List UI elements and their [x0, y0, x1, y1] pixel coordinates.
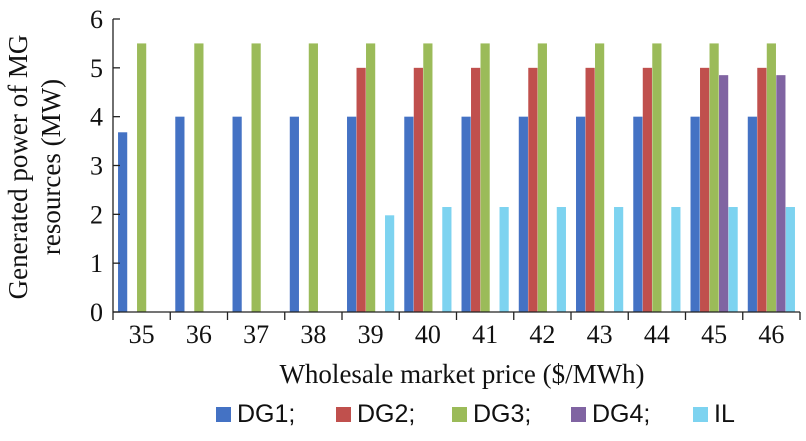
- bar-dg3-42: [537, 43, 547, 313]
- x-tick-label-40: 40: [415, 320, 441, 349]
- y-tick-label-1: 1: [90, 249, 103, 278]
- bar-dg2-39: [356, 67, 366, 312]
- bar-dg3-40: [423, 43, 433, 313]
- bar-dg1-43: [576, 116, 586, 312]
- x-tick-label-45: 45: [701, 320, 727, 349]
- bar-dg1-45: [690, 116, 700, 312]
- bar-dg2-45: [700, 67, 710, 312]
- x-tick-label-43: 43: [587, 320, 613, 349]
- bar-dg3-46: [766, 43, 776, 313]
- bar-dg3-41: [480, 43, 490, 313]
- bar-il-45: [728, 207, 738, 312]
- legend-swatch-dg4: [571, 407, 586, 422]
- x-tick-label-36: 36: [186, 320, 212, 349]
- bar-dg1-39: [347, 116, 357, 312]
- bars-group: [118, 43, 795, 313]
- bar-dg3-44: [652, 43, 662, 313]
- bar-dg3-38: [308, 43, 318, 313]
- y-axis-title-line-1: Generated power of MG: [3, 35, 33, 300]
- bar-dg2-43: [585, 67, 595, 312]
- bar-dg1-44: [633, 116, 643, 312]
- x-tick-label-41: 41: [472, 320, 498, 349]
- bar-dg3-37: [251, 43, 261, 313]
- y-axis-title-line-2: resources (MW): [36, 79, 66, 255]
- x-tick-label-37: 37: [243, 320, 269, 349]
- x-tick-label-42: 42: [529, 320, 555, 349]
- bar-dg2-44: [642, 67, 652, 312]
- bar-dg1-37: [232, 116, 242, 312]
- legend-swatch-il: [693, 407, 708, 422]
- x-ticks-group: 35 36 37 38 39 40 41 42 43 44 45 46: [112, 312, 801, 349]
- bar-il-41: [499, 207, 509, 312]
- bar-dg4-45: [719, 75, 729, 312]
- legend-label-dg3: DG3;: [473, 400, 531, 428]
- bar-dg1-46: [747, 116, 757, 312]
- legend-swatch-dg2: [336, 407, 351, 422]
- legend-label-il: IL: [714, 400, 735, 428]
- bar-dg2-46: [757, 67, 767, 312]
- bar-dg3-39: [366, 43, 376, 313]
- bar-dg4-46: [776, 75, 786, 312]
- bar-dg2-41: [471, 67, 481, 312]
- bar-il-39: [385, 215, 395, 312]
- y-tick-label-4: 4: [90, 103, 103, 132]
- bar-dg1-36: [175, 116, 185, 312]
- y-tick-label-5: 5: [90, 54, 103, 83]
- bar-il-43: [614, 207, 624, 312]
- bar-dg1-41: [461, 116, 471, 312]
- x-tick-label-44: 44: [644, 320, 670, 349]
- legend-label-dg2: DG2;: [357, 400, 415, 428]
- bar-dg1-35: [118, 132, 128, 312]
- legend-label-dg4: DG4;: [592, 400, 650, 428]
- bar-il-46: [785, 207, 795, 312]
- x-tick-label-35: 35: [129, 320, 155, 349]
- x-tick-label-39: 39: [358, 320, 384, 349]
- bar-dg1-38: [289, 116, 299, 312]
- bar-dg1-42: [518, 116, 528, 312]
- bar-il-44: [671, 207, 681, 312]
- bar-dg2-42: [528, 67, 538, 312]
- x-axis-title: Wholesale market price ($/MWh): [279, 359, 644, 389]
- bar-dg3-43: [595, 43, 605, 313]
- y-tick-label-6: 6: [90, 5, 103, 34]
- legend-swatch-dg1: [216, 407, 231, 422]
- y-tick-label-3: 3: [90, 152, 103, 181]
- legend-swatch-dg3: [452, 407, 467, 422]
- legend: DG1; DG2; DG3; DG4; IL: [216, 400, 735, 428]
- x-tick-label-38: 38: [300, 320, 326, 349]
- y-tick-label-0: 0: [90, 298, 103, 327]
- legend-label-dg1: DG1;: [237, 400, 295, 428]
- bar-il-40: [442, 207, 452, 312]
- y-tick-label-2: 2: [90, 200, 103, 229]
- y-ticks-group: 0 1 2 3 4 5 6: [90, 5, 120, 327]
- x-tick-label-46: 46: [758, 320, 784, 349]
- bar-dg3-35: [137, 43, 147, 313]
- bar-dg2-40: [413, 67, 423, 312]
- bar-il-42: [556, 207, 566, 312]
- bar-dg1-40: [404, 116, 414, 312]
- bar-dg3-45: [709, 43, 719, 313]
- bar-dg3-36: [194, 43, 204, 313]
